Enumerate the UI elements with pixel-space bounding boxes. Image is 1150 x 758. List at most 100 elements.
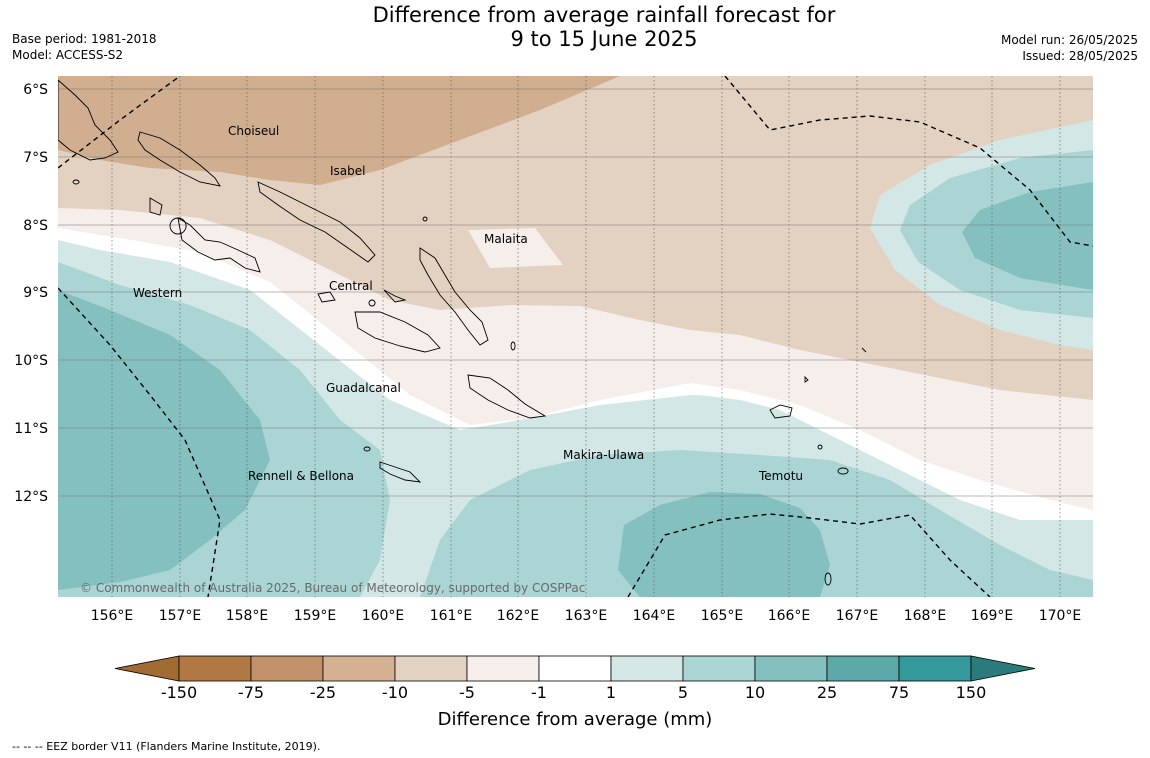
colorbar-segment	[178, 655, 252, 682]
lon-label: 156°E	[91, 608, 134, 624]
lon-label: 163°E	[565, 608, 608, 624]
region-label-choiseul: Choiseul	[228, 124, 279, 138]
anomaly-band-tan-dark	[58, 76, 620, 185]
lon-label: 164°E	[633, 608, 676, 624]
colorbar-tick-label: -5	[459, 683, 475, 702]
colorbar	[114, 655, 1036, 682]
colorbar-tick-label: -75	[238, 683, 264, 702]
eez-border	[58, 76, 1093, 597]
eez-footnote: -- -- -- EEZ border V11 (Flanders Marine…	[12, 740, 321, 753]
map-plot: Choiseul Isabel Malaita Central Western …	[58, 76, 1093, 597]
region-label-western: Western	[133, 286, 182, 300]
colorbar-extension-low	[114, 655, 180, 682]
lat-label: 10°S	[14, 353, 48, 369]
colorbar-tick-label: 150	[956, 683, 987, 702]
lon-label: 159°E	[294, 608, 337, 624]
lon-label: 157°E	[159, 608, 202, 624]
island-savo	[368, 299, 376, 307]
colorbar-tick-label: 75	[889, 683, 909, 702]
issued-date: Issued: 28/05/2025	[1022, 49, 1138, 63]
colorbar-tick-label: -25	[310, 683, 336, 702]
island-choiseul	[137, 131, 221, 187]
anomaly-band-teal-south	[618, 492, 830, 597]
region-label-rennell-bellona: Rennell & Bellona	[248, 469, 354, 483]
lat-label: 8°S	[23, 218, 48, 234]
lon-label: 161°E	[430, 608, 473, 624]
lat-label: 9°S	[23, 285, 48, 301]
island-rennell	[379, 461, 422, 483]
region-label-isabel: Isabel	[330, 164, 365, 178]
lat-label: 7°S	[23, 150, 48, 166]
island-santa-cruz	[769, 404, 793, 419]
colorbar-segment	[394, 655, 468, 682]
island-bellona	[363, 446, 371, 452]
island-isabel	[257, 181, 376, 263]
colorbar-segment	[322, 655, 396, 682]
map-title-line2: 9 to 15 June 2025	[510, 27, 698, 51]
island-kolombangara	[169, 217, 187, 235]
latitude-labels: 6°S 7°S 8°S 9°S 10°S 11°S 12°S	[14, 82, 48, 505]
base-period: Base period: 1981-2018	[12, 32, 157, 46]
latitude-lines	[58, 88, 1093, 497]
island-duff	[804, 375, 809, 383]
model-name: Model: ACCESS-S2	[12, 48, 124, 62]
colorbar-ticks: -150 -75 -25 -10 -5 -1 1 5 10 25 75 150	[161, 683, 986, 702]
island-small-1	[72, 179, 80, 185]
island-bougainville	[58, 79, 119, 161]
island-malaita	[419, 247, 489, 346]
lon-label: 170°E	[1039, 608, 1082, 624]
longitude-labels: 156°E 157°E 158°E 159°E 160°E 161°E 162°…	[91, 608, 1082, 624]
colorbar-title: Difference from average (mm)	[437, 709, 713, 730]
colorbar-tick-label: 25	[817, 683, 837, 702]
model-run: Model run: 26/05/2025	[1000, 33, 1138, 47]
colorbar-segment	[610, 655, 684, 682]
island-russell	[383, 289, 407, 303]
island-utupua	[817, 444, 823, 450]
graticule	[111, 76, 1061, 597]
region-label-makira-ulawa: Makira-Ulawa	[563, 448, 644, 462]
lon-label: 166°E	[768, 608, 811, 624]
region-label-central: Central	[329, 279, 373, 293]
anomaly-patch-malaita	[468, 228, 563, 268]
lon-label: 165°E	[701, 608, 744, 624]
islands	[58, 79, 867, 586]
lon-label: 169°E	[971, 608, 1014, 624]
colorbar-tick-label: 5	[678, 683, 688, 702]
lat-label: 12°S	[14, 489, 48, 505]
lon-label: 168°E	[904, 608, 947, 624]
island-vella	[149, 197, 163, 216]
colorbar-tick-label: -1	[531, 683, 547, 702]
colorbar-segment	[898, 655, 972, 682]
island-guadalcanal	[354, 311, 441, 353]
region-label-guadalcanal: Guadalcanal	[326, 381, 401, 395]
island-small-3	[422, 216, 428, 222]
island-sikaiana	[861, 347, 867, 353]
colorbar-tick-label: -10	[382, 683, 408, 702]
lat-label: 11°S	[14, 421, 48, 437]
colorbar-tick-label: 10	[745, 683, 765, 702]
lon-label: 158°E	[226, 608, 269, 624]
colorbar-segment	[754, 655, 828, 682]
island-makira	[467, 374, 547, 419]
island-small-2	[824, 572, 832, 586]
island-vanikoro	[837, 467, 849, 475]
island-florida	[317, 291, 336, 303]
map-title-line1: Difference from average rainfall forecas…	[372, 3, 836, 27]
colorbar-segment	[826, 655, 900, 682]
lon-label: 167°E	[836, 608, 879, 624]
anomaly-band-teal-west	[58, 290, 270, 590]
island-new-georgia	[177, 217, 261, 273]
colorbar-extension-high	[970, 655, 1036, 682]
colorbar-segment	[538, 655, 612, 682]
colorbar-tick-label: 1	[606, 683, 616, 702]
lat-label: 6°S	[23, 82, 48, 98]
colorbar-segment	[466, 655, 540, 682]
colorbar-segment	[682, 655, 756, 682]
colorbar-segment	[250, 655, 324, 682]
island-ulawa	[510, 341, 516, 351]
colorbar-tick-label: -150	[161, 683, 197, 702]
copyright-text: © Commonwealth of Australia 2025, Bureau…	[80, 581, 585, 595]
region-labels: Choiseul Isabel Malaita Central Western …	[133, 124, 803, 483]
meta-right: Model run: 26/05/2025 Issued: 28/05/2025	[1001, 32, 1138, 64]
